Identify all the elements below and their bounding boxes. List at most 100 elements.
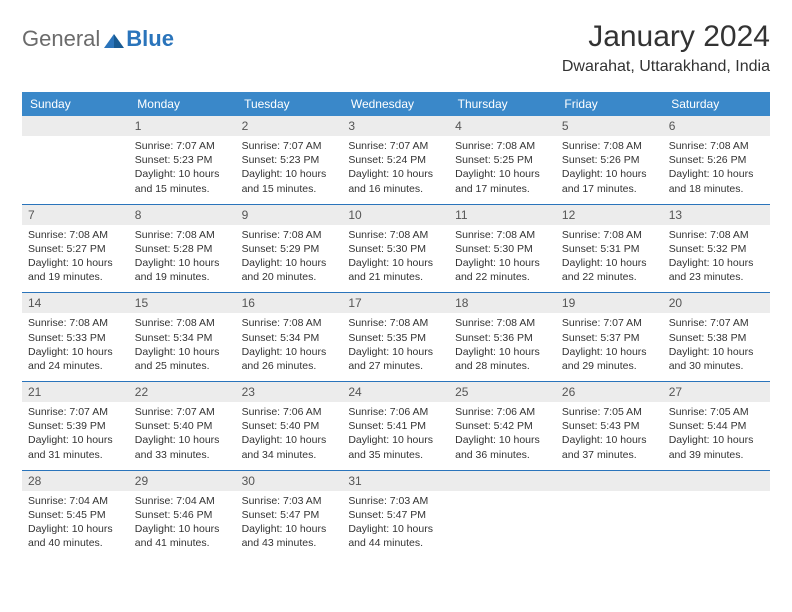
daylight-line: Daylight: 10 hours and 18 minutes.: [669, 167, 764, 195]
day-number: 19: [556, 293, 663, 313]
sunrise-line: Sunrise: 7:05 AM: [562, 405, 657, 419]
day-info: [556, 491, 663, 502]
day-number: 3: [342, 116, 449, 136]
sunset-line: Sunset: 5:28 PM: [135, 242, 230, 256]
daylight-line: Daylight: 10 hours and 19 minutes.: [135, 256, 230, 284]
calendar-cell: 31Sunrise: 7:03 AMSunset: 5:47 PMDayligh…: [342, 470, 449, 558]
daylight-line: Daylight: 10 hours and 26 minutes.: [242, 345, 337, 373]
daylight-line: Daylight: 10 hours and 24 minutes.: [28, 345, 123, 373]
day-info: [449, 491, 556, 502]
daylight-line: Daylight: 10 hours and 27 minutes.: [348, 345, 443, 373]
day-number: 12: [556, 205, 663, 225]
sunrise-line: Sunrise: 7:08 AM: [135, 228, 230, 242]
day-info: Sunrise: 7:08 AMSunset: 5:34 PMDaylight:…: [236, 313, 343, 381]
daylight-line: Daylight: 10 hours and 43 minutes.: [242, 522, 337, 550]
sunrise-line: Sunrise: 7:07 AM: [28, 405, 123, 419]
daylight-line: Daylight: 10 hours and 25 minutes.: [135, 345, 230, 373]
logo-icon: [104, 30, 124, 48]
calendar-cell: 28Sunrise: 7:04 AMSunset: 5:45 PMDayligh…: [22, 470, 129, 558]
sunrise-line: Sunrise: 7:08 AM: [669, 139, 764, 153]
sunrise-line: Sunrise: 7:07 AM: [135, 139, 230, 153]
day-info: Sunrise: 7:07 AMSunset: 5:37 PMDaylight:…: [556, 313, 663, 381]
daylight-line: Daylight: 10 hours and 40 minutes.: [28, 522, 123, 550]
day-info: Sunrise: 7:07 AMSunset: 5:23 PMDaylight:…: [129, 136, 236, 204]
sunset-line: Sunset: 5:44 PM: [669, 419, 764, 433]
day-info: Sunrise: 7:06 AMSunset: 5:42 PMDaylight:…: [449, 402, 556, 470]
sunrise-line: Sunrise: 7:08 AM: [669, 228, 764, 242]
daylight-line: Daylight: 10 hours and 16 minutes.: [348, 167, 443, 195]
day-info: Sunrise: 7:08 AMSunset: 5:25 PMDaylight:…: [449, 136, 556, 204]
sunset-line: Sunset: 5:34 PM: [242, 331, 337, 345]
day-info: [663, 491, 770, 502]
weekday-header: Tuesday: [236, 92, 343, 116]
weekday-header: Wednesday: [342, 92, 449, 116]
sunset-line: Sunset: 5:33 PM: [28, 331, 123, 345]
calendar-cell: 19Sunrise: 7:07 AMSunset: 5:37 PMDayligh…: [556, 293, 663, 382]
calendar-week-row: 1Sunrise: 7:07 AMSunset: 5:23 PMDaylight…: [22, 116, 770, 204]
day-info: Sunrise: 7:07 AMSunset: 5:38 PMDaylight:…: [663, 313, 770, 381]
calendar-cell: 20Sunrise: 7:07 AMSunset: 5:38 PMDayligh…: [663, 293, 770, 382]
weekday-header-row: SundayMondayTuesdayWednesdayThursdayFrid…: [22, 92, 770, 116]
day-info: Sunrise: 7:08 AMSunset: 5:30 PMDaylight:…: [449, 225, 556, 293]
calendar-cell: 27Sunrise: 7:05 AMSunset: 5:44 PMDayligh…: [663, 382, 770, 471]
sunrise-line: Sunrise: 7:08 AM: [135, 316, 230, 330]
calendar-cell: 30Sunrise: 7:03 AMSunset: 5:47 PMDayligh…: [236, 470, 343, 558]
calendar-cell: 6Sunrise: 7:08 AMSunset: 5:26 PMDaylight…: [663, 116, 770, 204]
sunrise-line: Sunrise: 7:04 AM: [135, 494, 230, 508]
calendar-cell: 1Sunrise: 7:07 AMSunset: 5:23 PMDaylight…: [129, 116, 236, 204]
weekday-header: Saturday: [663, 92, 770, 116]
day-info: Sunrise: 7:06 AMSunset: 5:41 PMDaylight:…: [342, 402, 449, 470]
daylight-line: Daylight: 10 hours and 22 minutes.: [562, 256, 657, 284]
day-number: 7: [22, 205, 129, 225]
sunrise-line: Sunrise: 7:04 AM: [28, 494, 123, 508]
daylight-line: Daylight: 10 hours and 21 minutes.: [348, 256, 443, 284]
day-number: 13: [663, 205, 770, 225]
daylight-line: Daylight: 10 hours and 34 minutes.: [242, 433, 337, 461]
calendar-cell: 7Sunrise: 7:08 AMSunset: 5:27 PMDaylight…: [22, 204, 129, 293]
calendar-week-row: 14Sunrise: 7:08 AMSunset: 5:33 PMDayligh…: [22, 293, 770, 382]
daylight-line: Daylight: 10 hours and 17 minutes.: [455, 167, 550, 195]
day-number: 14: [22, 293, 129, 313]
daylight-line: Daylight: 10 hours and 29 minutes.: [562, 345, 657, 373]
day-info: Sunrise: 7:03 AMSunset: 5:47 PMDaylight:…: [236, 491, 343, 559]
day-info: Sunrise: 7:08 AMSunset: 5:28 PMDaylight:…: [129, 225, 236, 293]
day-info: Sunrise: 7:08 AMSunset: 5:27 PMDaylight:…: [22, 225, 129, 293]
calendar-cell: 29Sunrise: 7:04 AMSunset: 5:46 PMDayligh…: [129, 470, 236, 558]
sunrise-line: Sunrise: 7:08 AM: [562, 139, 657, 153]
day-number: 18: [449, 293, 556, 313]
day-info: Sunrise: 7:08 AMSunset: 5:32 PMDaylight:…: [663, 225, 770, 293]
calendar-week-row: 28Sunrise: 7:04 AMSunset: 5:45 PMDayligh…: [22, 470, 770, 558]
sunrise-line: Sunrise: 7:03 AM: [348, 494, 443, 508]
sunset-line: Sunset: 5:29 PM: [242, 242, 337, 256]
day-info: Sunrise: 7:08 AMSunset: 5:29 PMDaylight:…: [236, 225, 343, 293]
sunset-line: Sunset: 5:30 PM: [455, 242, 550, 256]
day-info: [22, 136, 129, 147]
sunrise-line: Sunrise: 7:05 AM: [669, 405, 764, 419]
weekday-header: Friday: [556, 92, 663, 116]
day-info: Sunrise: 7:08 AMSunset: 5:26 PMDaylight:…: [556, 136, 663, 204]
sunset-line: Sunset: 5:40 PM: [135, 419, 230, 433]
day-number: 2: [236, 116, 343, 136]
calendar-cell: 18Sunrise: 7:08 AMSunset: 5:36 PMDayligh…: [449, 293, 556, 382]
sunrise-line: Sunrise: 7:07 AM: [562, 316, 657, 330]
sunset-line: Sunset: 5:34 PM: [135, 331, 230, 345]
calendar-cell: 26Sunrise: 7:05 AMSunset: 5:43 PMDayligh…: [556, 382, 663, 471]
day-number: 26: [556, 382, 663, 402]
day-number: 20: [663, 293, 770, 313]
sunset-line: Sunset: 5:47 PM: [242, 508, 337, 522]
daylight-line: Daylight: 10 hours and 30 minutes.: [669, 345, 764, 373]
sunset-line: Sunset: 5:23 PM: [242, 153, 337, 167]
sunset-line: Sunset: 5:40 PM: [242, 419, 337, 433]
day-info: Sunrise: 7:08 AMSunset: 5:35 PMDaylight:…: [342, 313, 449, 381]
daylight-line: Daylight: 10 hours and 17 minutes.: [562, 167, 657, 195]
day-info: Sunrise: 7:08 AMSunset: 5:30 PMDaylight:…: [342, 225, 449, 293]
calendar-body: 1Sunrise: 7:07 AMSunset: 5:23 PMDaylight…: [22, 116, 770, 558]
daylight-line: Daylight: 10 hours and 15 minutes.: [135, 167, 230, 195]
sunset-line: Sunset: 5:39 PM: [28, 419, 123, 433]
day-info: Sunrise: 7:08 AMSunset: 5:26 PMDaylight:…: [663, 136, 770, 204]
day-info: Sunrise: 7:04 AMSunset: 5:45 PMDaylight:…: [22, 491, 129, 559]
weekday-header: Thursday: [449, 92, 556, 116]
sunset-line: Sunset: 5:30 PM: [348, 242, 443, 256]
day-info: Sunrise: 7:07 AMSunset: 5:40 PMDaylight:…: [129, 402, 236, 470]
sunset-line: Sunset: 5:41 PM: [348, 419, 443, 433]
